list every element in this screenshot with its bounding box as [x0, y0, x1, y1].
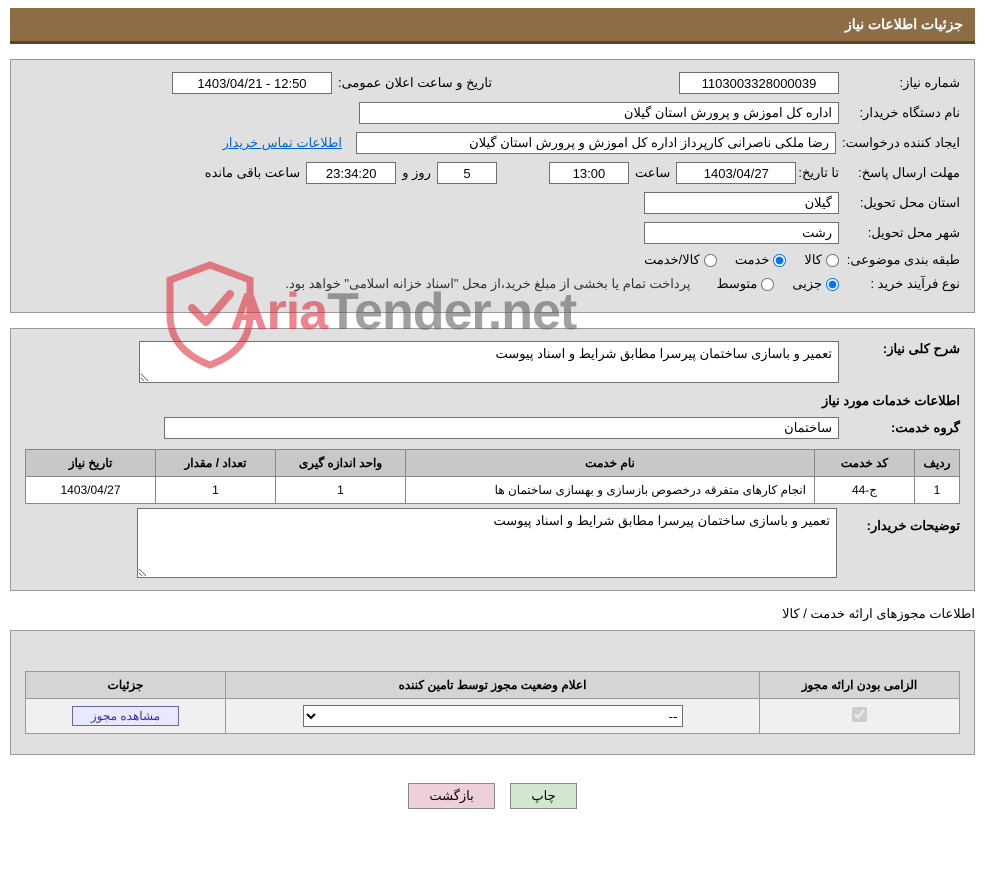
license-table: الزامی بودن ارائه مجوز اعلام وضعیت مجوز …	[25, 671, 960, 734]
field-delivery-province: گیلان	[644, 192, 839, 214]
label-delivery-province: استان محل تحویل:	[845, 195, 960, 211]
th-details: جزئیات	[26, 672, 226, 699]
radio-goods[interactable]: کالا	[804, 252, 839, 268]
page-header: جزئیات اطلاعات نیاز	[10, 8, 975, 44]
label-purchase-type: نوع فرآیند خرید :	[845, 276, 960, 292]
radio-minor-input[interactable]	[826, 278, 839, 291]
td-mandatory	[760, 699, 960, 734]
td-details: مشاهده مجوز	[26, 699, 226, 734]
license-panel: الزامی بودن ارائه مجوز اعلام وضعیت مجوز …	[10, 630, 975, 755]
field-announce-datetime: 1403/04/21 - 12:50	[172, 72, 332, 94]
radio-medium-label: متوسط	[716, 276, 757, 292]
field-buyer-org: اداره کل اموزش و پرورش استان گیلان	[359, 102, 839, 124]
row-province: استان محل تحویل: گیلان	[25, 192, 960, 214]
td-date: 1403/04/27	[26, 477, 156, 504]
field-deadline-date: 1403/04/27	[676, 162, 796, 184]
label-service-group: گروه خدمت:	[845, 420, 960, 436]
td-unit: 1	[276, 477, 406, 504]
label-days-and: روز و	[402, 165, 431, 181]
th-row: ردیف	[915, 450, 960, 477]
th-status: اعلام وضعیت مجوز توسط تامین کننده	[226, 672, 760, 699]
field-general-need[interactable]	[139, 341, 839, 383]
license-table-header-row: الزامی بودن ارائه مجوز اعلام وضعیت مجوز …	[26, 672, 960, 699]
td-row: 1	[915, 477, 960, 504]
th-date: تاریخ نیاز	[26, 450, 156, 477]
description-panel: شرح کلی نیاز: اطلاعات خدمات مورد نیاز گر…	[10, 328, 975, 591]
td-status: --	[226, 699, 760, 734]
field-delivery-city: رشت	[644, 222, 839, 244]
print-button[interactable]: چاپ	[510, 783, 576, 809]
label-creator: ایجاد کننده درخواست:	[842, 135, 960, 151]
th-name: نام خدمت	[406, 450, 815, 477]
radio-goods-input[interactable]	[826, 254, 839, 267]
buyer-contact-link[interactable]: اطلاعات تماس خریدار	[223, 135, 342, 151]
radio-service[interactable]: خدمت	[735, 252, 787, 268]
table-row: 1 ج-44 انجام کارهای متفرقه درخصوص بازساز…	[26, 477, 960, 504]
label-general-need: شرح کلی نیاز:	[845, 341, 960, 357]
row-buyer-org: نام دستگاه خریدار: اداره کل اموزش و پرور…	[25, 102, 960, 124]
field-service-group: ساختمان	[164, 417, 839, 439]
radio-goods-label: کالا	[804, 252, 822, 268]
label-remaining: ساعت باقی مانده	[205, 165, 300, 181]
services-table-header-row: ردیف کد خدمت نام خدمت واحد اندازه گیری ت…	[26, 450, 960, 477]
radio-goods-service[interactable]: کالا/خدمت	[644, 252, 717, 268]
label-announce-datetime: تاریخ و ساعت اعلان عمومی:	[338, 75, 492, 91]
row-creator: ایجاد کننده درخواست: رضا ملکی ناصرانی کا…	[25, 132, 960, 154]
need-info-panel: شماره نیاز: 1103003328000039 تاریخ و ساع…	[10, 59, 975, 313]
field-deadline-time: 13:00	[549, 162, 629, 184]
label-until-date: تا تاریخ:	[798, 165, 839, 181]
label-need-no: شماره نیاز:	[845, 75, 960, 91]
status-select[interactable]: --	[303, 705, 683, 727]
td-code: ج-44	[815, 477, 915, 504]
services-table: ردیف کد خدمت نام خدمت واحد اندازه گیری ت…	[25, 449, 960, 504]
th-unit: واحد اندازه گیری	[276, 450, 406, 477]
row-buyer-notes: توضیحات خریدار:	[25, 508, 960, 578]
field-buyer-notes[interactable]	[137, 508, 837, 578]
row-subject-class: طبقه بندی موضوعی: کالا خدمت کالا/خدمت	[25, 252, 960, 268]
radio-goods-service-label: کالا/خدمت	[644, 252, 700, 268]
radio-goods-service-input[interactable]	[704, 254, 717, 267]
row-purchase-type: نوع فرآیند خرید : جزیی متوسط پرداخت تمام…	[25, 276, 960, 292]
field-remaining-days: 5	[437, 162, 497, 184]
th-qty: تعداد / مقدار	[156, 450, 276, 477]
bottom-button-bar: چاپ بازگشت	[10, 775, 975, 817]
row-service-group: گروه خدمت: ساختمان	[25, 417, 960, 439]
mandatory-checkbox	[852, 707, 867, 722]
radio-medium[interactable]: متوسط	[716, 276, 774, 292]
label-buyer-org: نام دستگاه خریدار:	[845, 105, 960, 121]
services-header: اطلاعات خدمات مورد نیاز	[25, 393, 960, 409]
th-code: کد خدمت	[815, 450, 915, 477]
radio-medium-input[interactable]	[761, 278, 774, 291]
label-subject-class: طبقه بندی موضوعی:	[845, 252, 960, 268]
label-buyer-notes: توضیحات خریدار:	[845, 508, 960, 534]
row-need-no: شماره نیاز: 1103003328000039 تاریخ و ساع…	[25, 72, 960, 94]
radio-service-input[interactable]	[773, 254, 786, 267]
license-table-row: -- مشاهده مجوز	[26, 699, 960, 734]
row-deadline: مهلت ارسال پاسخ: تا تاریخ: 1403/04/27 سا…	[25, 162, 960, 184]
services-header-text: اطلاعات خدمات مورد نیاز	[822, 393, 960, 408]
th-mandatory: الزامی بودن ارائه مجوز	[760, 672, 960, 699]
field-creator: رضا ملکی ناصرانی کارپرداز اداره کل اموزش…	[356, 132, 836, 154]
back-button[interactable]: بازگشت	[408, 783, 494, 809]
radio-minor[interactable]: جزیی	[792, 276, 839, 292]
license-section-title: اطلاعات مجوزهای ارائه خدمت / کالا	[10, 606, 975, 622]
field-need-no: 1103003328000039	[679, 72, 839, 94]
purchase-type-radio-group: جزیی متوسط	[716, 276, 839, 292]
view-license-button[interactable]: مشاهده مجوز	[72, 706, 179, 726]
radio-minor-label: جزیی	[792, 276, 822, 292]
label-delivery-city: شهر محل تحویل:	[845, 225, 960, 241]
row-general-need: شرح کلی نیاز:	[25, 341, 960, 383]
label-deadline: مهلت ارسال پاسخ:	[845, 165, 960, 181]
purchase-type-note: پرداخت تمام یا بخشی از مبلغ خرید،از محل …	[285, 276, 690, 292]
radio-service-label: خدمت	[735, 252, 770, 268]
label-at-time: ساعت	[635, 165, 670, 181]
subject-class-radio-group: کالا خدمت کالا/خدمت	[644, 252, 839, 268]
row-city: شهر محل تحویل: رشت	[25, 222, 960, 244]
td-qty: 1	[156, 477, 276, 504]
field-remaining-time: 23:34:20	[306, 162, 396, 184]
page-title: جزئیات اطلاعات نیاز	[845, 16, 963, 32]
td-name: انجام کارهای متفرقه درخصوص بازسازی و بهس…	[406, 477, 815, 504]
